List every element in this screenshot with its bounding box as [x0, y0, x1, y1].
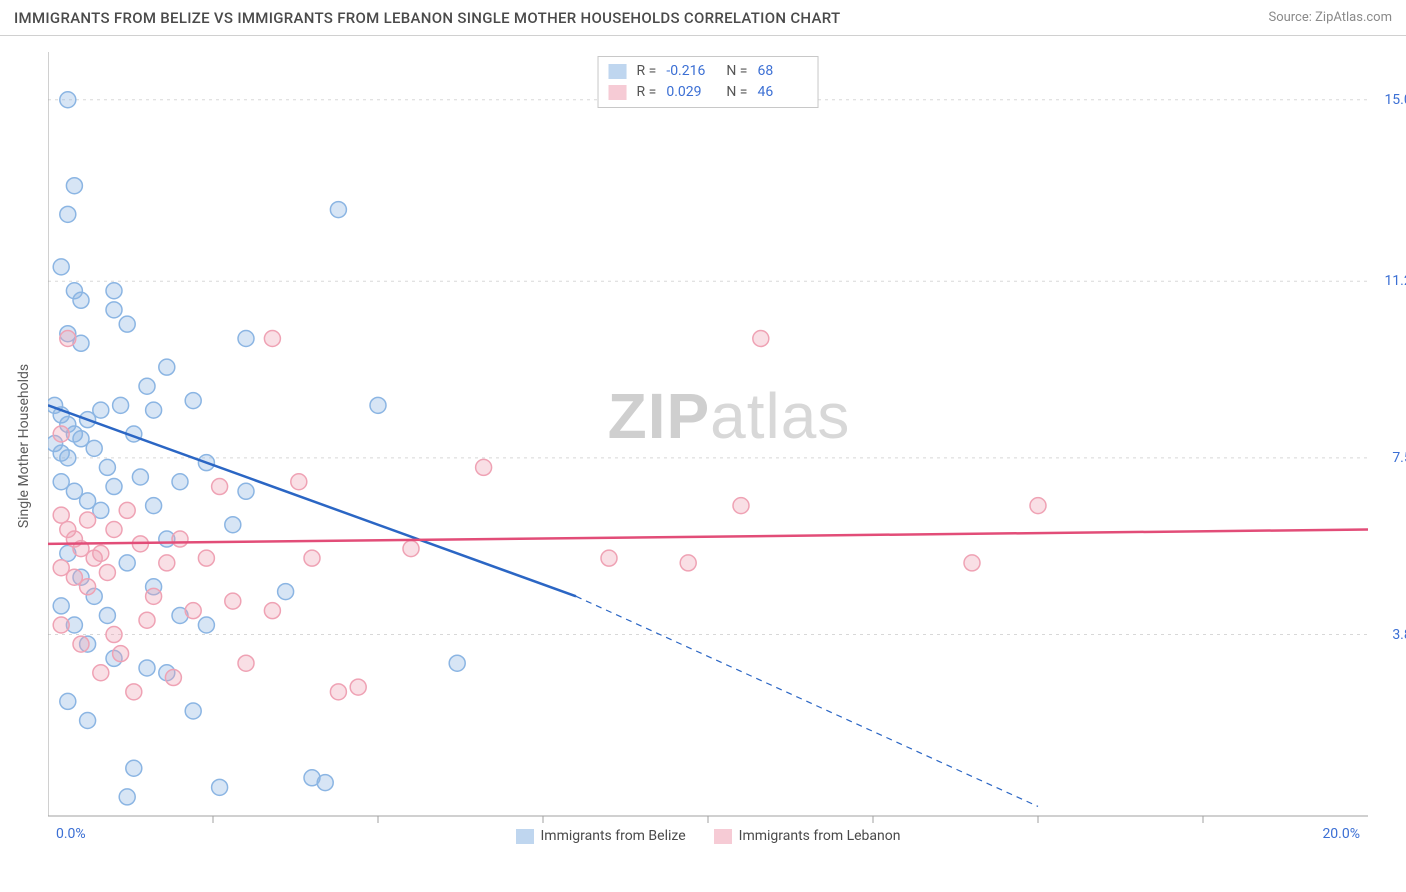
chart-header: IMMIGRANTS FROM BELIZE VS IMMIGRANTS FRO…: [0, 0, 1406, 36]
r-label-lebanon: R =: [637, 82, 657, 103]
y-tick-label: 7.5%: [1392, 450, 1406, 466]
n-value-belize: 68: [757, 61, 807, 82]
y-tick-label: 15.0%: [1384, 92, 1406, 108]
r-value-belize: -0.216: [666, 61, 716, 82]
n-label-lebanon: N =: [726, 82, 747, 103]
swatch-lebanon: [609, 85, 627, 100]
r-value-lebanon: 0.029: [666, 82, 716, 103]
legend-item-belize: Immigrants from Belize: [516, 828, 686, 844]
series-label-lebanon: Immigrants from Lebanon: [739, 828, 901, 844]
source-label: Source: ZipAtlas.com: [1268, 10, 1392, 25]
scatter-plot-svg: [48, 52, 1368, 840]
r-label-belize: R =: [637, 61, 657, 82]
correlation-legend: R = -0.216 N = 68 R = 0.029 N = 46: [598, 56, 819, 108]
n-label-belize: N =: [726, 61, 747, 82]
plot-area: Single Mother Households ZIPatlas R = -0…: [48, 52, 1368, 840]
swatch-lebanon-2: [714, 829, 732, 844]
legend-row-lebanon: R = 0.029 N = 46: [609, 82, 808, 103]
chart-title: IMMIGRANTS FROM BELIZE VS IMMIGRANTS FRO…: [14, 9, 840, 27]
y-tick-label: 11.2%: [1384, 273, 1406, 289]
legend-item-lebanon: Immigrants from Lebanon: [714, 828, 901, 844]
swatch-belize: [609, 64, 627, 79]
y-axis-label: Single Mother Households: [16, 364, 32, 528]
series-label-belize: Immigrants from Belize: [541, 828, 686, 844]
y-tick-label: 3.8%: [1392, 627, 1406, 643]
series-legend: Immigrants from Belize Immigrants from L…: [48, 828, 1368, 844]
n-value-lebanon: 46: [757, 82, 807, 103]
legend-row-belize: R = -0.216 N = 68: [609, 61, 808, 82]
swatch-belize-2: [516, 829, 534, 844]
